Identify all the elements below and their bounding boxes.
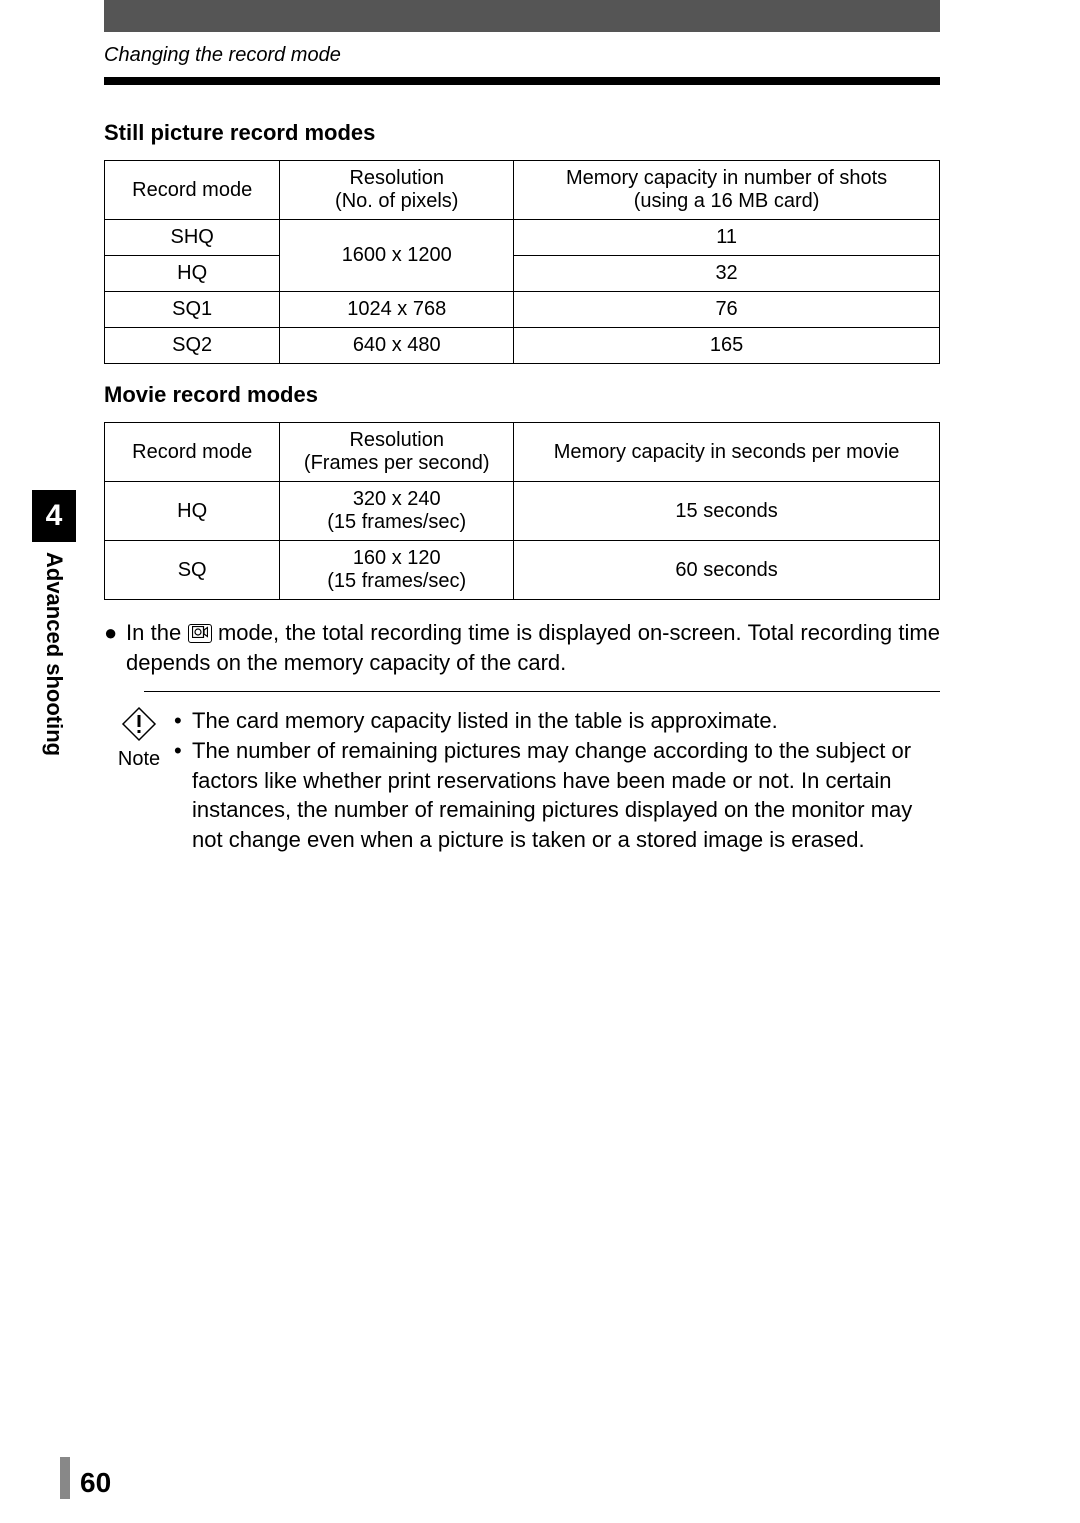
caution-icon — [104, 706, 174, 742]
cell-resolution: 320 x 240 (15 frames/sec) — [280, 482, 514, 541]
cell-mode: HQ — [105, 256, 280, 292]
note-items: • The card memory capacity listed in the… — [174, 706, 940, 854]
table-header-row: Record mode Resolution (Frames per secon… — [105, 423, 940, 482]
cell-capacity: 165 — [514, 328, 940, 364]
col-header-capacity-l2: (using a 16 MB card) — [634, 190, 820, 212]
table-row: SQ 160 x 120 (15 frames/sec) 60 seconds — [105, 541, 940, 600]
cell-mode: SQ2 — [105, 328, 280, 364]
still-section-title: Still picture record modes — [104, 120, 940, 146]
movie-table: Record mode Resolution (Frames per secon… — [104, 422, 940, 600]
table-row: HQ 32 — [105, 256, 940, 292]
cell-capacity: 15 seconds — [514, 482, 940, 541]
movie-mode-icon — [188, 624, 212, 643]
table-row: SQ2 640 x 480 165 — [105, 328, 940, 364]
cell-resolution: 640 x 480 — [280, 328, 514, 364]
header-top-bar — [104, 0, 940, 32]
col-header-mode: Record mode — [105, 161, 280, 220]
header-rule — [104, 77, 940, 85]
bullet-icon: • — [174, 706, 192, 736]
cell-capacity: 76 — [514, 292, 940, 328]
cell-resolution-l1: 320 x 240 — [353, 488, 441, 510]
content: Still picture record modes Record mode R… — [104, 102, 940, 855]
cell-resolution: 1024 x 768 — [280, 292, 514, 328]
col-header-resolution-l2: (No. of pixels) — [335, 190, 458, 212]
chapter-tab: 4 Advanced shooting — [32, 490, 76, 802]
col-header-capacity: Memory capacity in number of shots (usin… — [514, 161, 940, 220]
info-text-before: In the — [126, 620, 188, 645]
note-left: Note — [104, 706, 174, 854]
col-header-resolution-l2: (Frames per second) — [304, 452, 490, 474]
page: Changing the record mode Still picture r… — [0, 0, 1080, 1523]
col-header-capacity: Memory capacity in seconds per movie — [514, 423, 940, 482]
note-item-text: The number of remaining pictures may cha… — [192, 736, 940, 855]
bullet-icon: • — [174, 736, 192, 855]
bullet-icon: ● — [104, 618, 126, 677]
col-header-resolution: Resolution (No. of pixels) — [280, 161, 514, 220]
chapter-title: Advanced shooting — [32, 542, 76, 802]
cell-capacity: 32 — [514, 256, 940, 292]
info-bullet: ● In the mode, the total recording time … — [104, 618, 940, 677]
col-header-resolution-l1: Resolution — [349, 429, 444, 451]
cell-capacity: 11 — [514, 220, 940, 256]
cell-resolution: 1600 x 1200 — [280, 220, 514, 292]
cell-mode: SQ — [105, 541, 280, 600]
page-number: 60 — [80, 1467, 111, 1499]
note-block: Note • The card memory capacity listed i… — [104, 706, 940, 854]
info-text-after: mode, the total recording time is displa… — [126, 620, 940, 675]
col-header-resolution: Resolution (Frames per second) — [280, 423, 514, 482]
cell-mode: SHQ — [105, 220, 280, 256]
footer-bar — [60, 1457, 70, 1499]
info-bullet-text: In the mode, the total recording time is… — [126, 618, 940, 677]
note-item: • The card memory capacity listed in the… — [174, 706, 940, 736]
header: Changing the record mode — [104, 36, 940, 85]
table-row: HQ 320 x 240 (15 frames/sec) 15 seconds — [105, 482, 940, 541]
table-row: SHQ 1600 x 1200 11 — [105, 220, 940, 256]
cell-resolution-l2: (15 frames/sec) — [327, 570, 466, 592]
chapter-number: 4 — [32, 490, 76, 542]
breadcrumb: Changing the record mode — [104, 36, 940, 77]
movie-section-title: Movie record modes — [104, 382, 940, 408]
divider — [144, 691, 940, 692]
cell-resolution-l1: 160 x 120 — [353, 547, 441, 569]
col-header-mode: Record mode — [105, 423, 280, 482]
cell-mode: HQ — [105, 482, 280, 541]
cell-mode: SQ1 — [105, 292, 280, 328]
col-header-capacity-l1: Memory capacity in number of shots — [566, 167, 887, 189]
table-row: SQ1 1024 x 768 76 — [105, 292, 940, 328]
cell-resolution-l2: (15 frames/sec) — [327, 511, 466, 533]
cell-capacity: 60 seconds — [514, 541, 940, 600]
note-item-text: The card memory capacity listed in the t… — [192, 706, 940, 736]
still-table: Record mode Resolution (No. of pixels) M… — [104, 160, 940, 364]
footer: 60 — [60, 1457, 111, 1499]
col-header-resolution-l1: Resolution — [349, 167, 444, 189]
cell-resolution: 160 x 120 (15 frames/sec) — [280, 541, 514, 600]
note-item: • The number of remaining pictures may c… — [174, 736, 940, 855]
table-header-row: Record mode Resolution (No. of pixels) M… — [105, 161, 940, 220]
note-label: Note — [104, 746, 174, 773]
